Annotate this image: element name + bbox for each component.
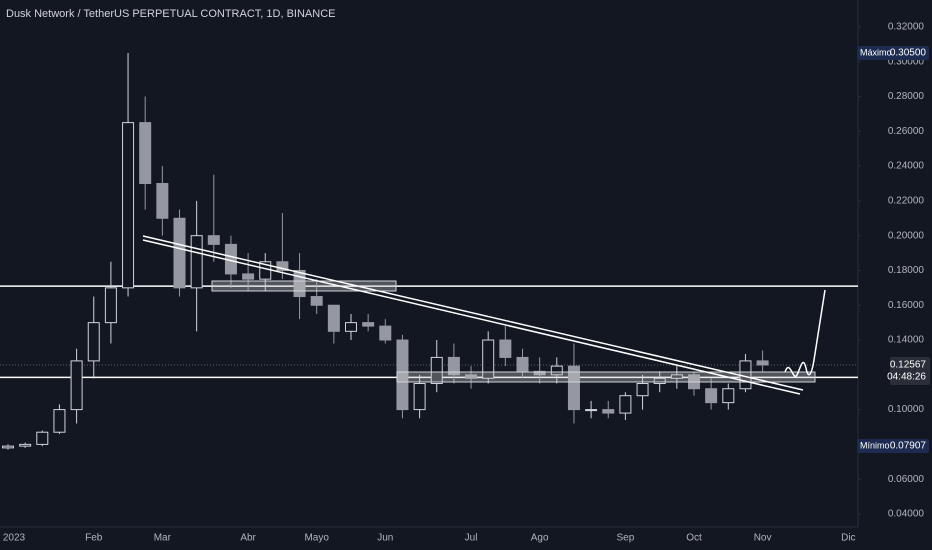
candle-body (636, 383, 649, 397)
candle-body (2, 445, 14, 449)
plot (0, 53, 858, 450)
candle-body (327, 304, 340, 332)
candle-body (104, 287, 117, 324)
projection (784, 289, 826, 378)
y-tick-label: 0.26000 (888, 126, 925, 137)
y-tick-label: 0.16000 (888, 300, 925, 311)
y-tick-label: 0.28000 (888, 91, 925, 102)
x-tick-label: Sep (617, 533, 635, 544)
x-tick-label: Ago (531, 533, 549, 544)
zone (396, 371, 816, 383)
candle-body (87, 322, 100, 362)
candle-body (379, 325, 392, 341)
candle-body (447, 356, 460, 376)
x-tick-label: Mar (154, 533, 172, 544)
y-tick-label: 0.18000 (888, 265, 925, 276)
candle-body (122, 122, 135, 289)
y-tick-label: 0.20000 (888, 230, 925, 241)
y-tick-label: 0.06000 (888, 474, 925, 485)
zone (211, 280, 397, 292)
trendline (142, 235, 804, 391)
drawings (142, 235, 826, 395)
candle-body (602, 409, 615, 414)
y-tick-label: 0.30000 (888, 56, 925, 67)
candle-body (585, 409, 598, 412)
price-tag-value: 0.07907 (890, 441, 927, 452)
candle-body (345, 322, 357, 332)
x-tick-label: Nov (754, 533, 772, 544)
candle-body (482, 339, 495, 379)
candle-body (276, 261, 289, 271)
candle-body (139, 122, 152, 184)
x-tick-label: Feb (85, 533, 103, 544)
x-tick-label: Jul (465, 533, 478, 544)
price-tag-name: Máximo (860, 47, 892, 57)
candle-body (465, 374, 478, 379)
y-tick-label: 0.14000 (888, 335, 925, 346)
last-price-tag (890, 356, 930, 385)
candle-body (533, 370, 546, 376)
trendline (142, 239, 801, 395)
candle-body (413, 383, 426, 411)
candle-body (756, 360, 769, 366)
price-tag-bg (857, 46, 929, 61)
candle-body (190, 235, 203, 289)
candle-body (53, 409, 66, 433)
candle-body (516, 356, 529, 372)
y-tick-label: 0.24000 (888, 161, 925, 172)
x-tick-label: 2023 (3, 533, 26, 544)
last-price-label: 0.12567 (890, 360, 927, 371)
candle-body (362, 322, 375, 327)
candle-body (310, 296, 323, 306)
y-tick-label: 0.22000 (888, 196, 925, 207)
y-tick-label: 0.32000 (888, 22, 925, 33)
candle-body (207, 235, 220, 245)
candle-body (293, 269, 306, 298)
candle-body (670, 374, 683, 379)
candle-body (173, 217, 186, 289)
x-tick-label: Abr (240, 533, 256, 544)
countdown-label: 04:48:26 (887, 372, 926, 383)
candle-body (242, 273, 255, 280)
price-tag-value: 0.30500 (890, 48, 927, 59)
candle-body (722, 388, 735, 404)
candle-body (619, 395, 632, 414)
candle-body (19, 443, 32, 447)
candle-body (430, 356, 443, 385)
candle-body (705, 388, 718, 404)
price-axis: 0.32000 0.30000 0.28000 0.26000 0.24000 0.220… (857, 22, 930, 520)
x-tick-label: Dic (841, 533, 855, 544)
chart-title: Dusk Network / TetherUS PERPETUAL CONTRA… (6, 8, 335, 20)
candle-body (567, 365, 580, 411)
price-tag-name: Mínimo (860, 440, 890, 450)
candle-body (36, 431, 49, 445)
candle-body (550, 365, 563, 376)
y-tick-label: 0.10000 (888, 404, 925, 415)
candle-body (653, 377, 666, 385)
x-tick-label: Oct (686, 533, 702, 544)
x-tick-label: Mayo (304, 533, 329, 544)
y-tick-label: 0.04000 (888, 509, 925, 520)
candle-body (70, 360, 83, 411)
price-tag-bg (857, 439, 929, 454)
x-tick-label: Jun (377, 533, 393, 544)
candle-body (156, 182, 169, 219)
candle-body (499, 339, 512, 358)
